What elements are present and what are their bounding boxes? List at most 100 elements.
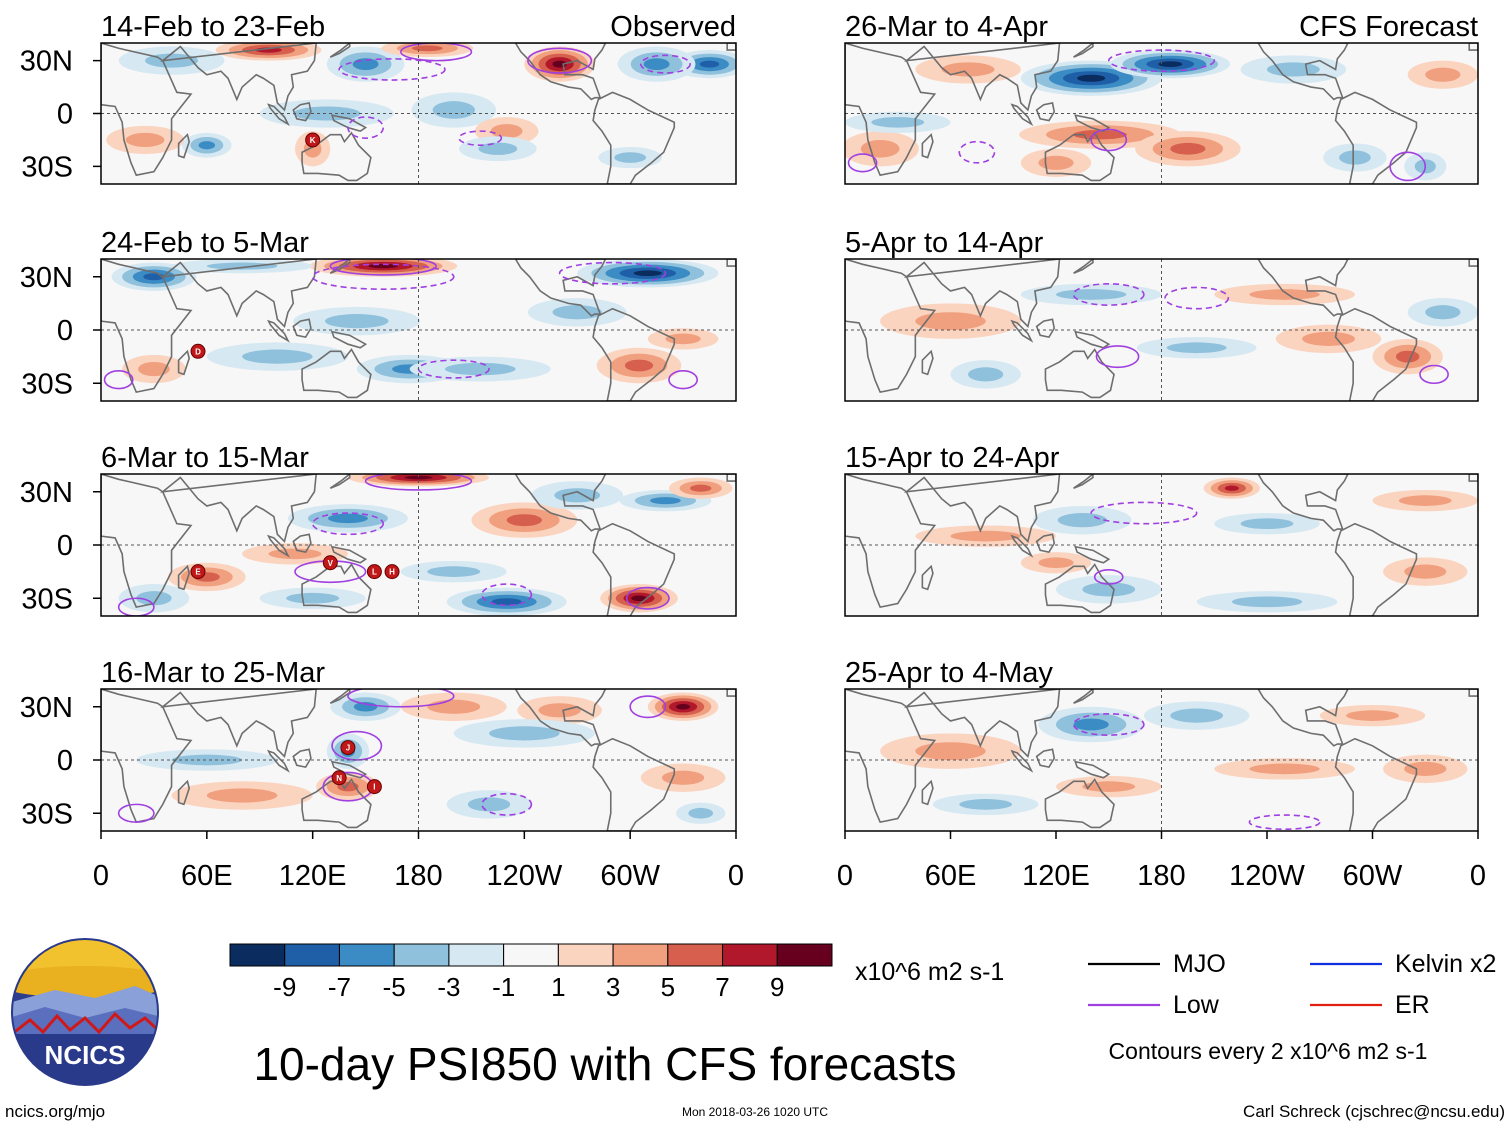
anomaly-shading [206, 788, 278, 803]
anomaly-shading [427, 566, 481, 577]
coastline [1073, 689, 1094, 704]
coastline [101, 689, 193, 824]
colorbar-label: -9 [273, 972, 296, 1002]
coastline [266, 534, 290, 558]
anomaly-shading [327, 513, 368, 524]
coastline [514, 259, 607, 317]
cyclone-marker: N [331, 770, 347, 786]
cyclone-marker: L [366, 564, 382, 580]
figure-title: 10-day PSI850 with CFS forecasts [253, 1038, 956, 1090]
colorbar-swatch [557, 943, 614, 967]
low-contour [1093, 569, 1124, 585]
coastline [1074, 545, 1111, 564]
coastline [1044, 563, 1115, 614]
coastline [1044, 348, 1115, 399]
coastline [1334, 737, 1418, 831]
anomaly-shading [915, 742, 986, 760]
coastline [292, 533, 312, 553]
coastline [903, 43, 1061, 112]
low-contour [329, 259, 437, 276]
ncics-logo: NCICS [11, 938, 159, 1086]
colorbar-label: 9 [770, 972, 784, 1002]
map-panel-7: 15-Apr to 24-Apr [844, 442, 1479, 617]
low-contour [481, 583, 533, 607]
lon-tick-label: 0 [1470, 860, 1486, 892]
anomaly-shading [136, 591, 172, 606]
panel-frame [844, 258, 1479, 402]
anomaly-shading [633, 270, 662, 277]
anomaly-shading [1249, 763, 1320, 775]
legend-label: Low [1173, 991, 1220, 1019]
anomaly-shading [968, 367, 1004, 382]
coastline [160, 474, 317, 544]
coastline [1073, 259, 1094, 274]
coastline [1257, 689, 1349, 747]
coastline [726, 689, 736, 697]
coastline [330, 545, 368, 564]
coastline [1035, 533, 1056, 553]
low-contour [1419, 364, 1449, 385]
logo-text: NCICS [45, 1040, 126, 1070]
low-contour [629, 695, 667, 719]
lon-tick-label: 120E [279, 860, 347, 892]
coastline [1074, 330, 1111, 349]
map-panel-2: D 24-Feb to 5-Mar 30N 0 30S [20, 227, 737, 402]
coastline [330, 114, 368, 132]
coastline [921, 349, 934, 376]
coastline [1035, 318, 1056, 338]
coastline [1334, 91, 1418, 184]
lat-tick-label: 30N [20, 477, 73, 509]
coastline [1010, 319, 1034, 343]
panel-period-title: 24-Feb to 5-Mar [101, 227, 309, 259]
lat-tick-label: 30S [21, 798, 73, 830]
anomaly-shading [959, 799, 1013, 810]
anomaly-shading [489, 726, 560, 741]
cyclone-label: J [346, 744, 350, 753]
anomaly-shading [643, 58, 670, 71]
anomaly-shading [490, 124, 523, 139]
cyclone-marker: V [322, 555, 338, 571]
lat-tick-label: 30S [21, 583, 73, 615]
anomaly-shading [268, 548, 322, 560]
cyclone-label: I [373, 783, 375, 792]
colorbar-swatch [776, 943, 833, 967]
anomaly-shading [631, 595, 647, 602]
colorbar-label: -7 [328, 972, 351, 1002]
anomaly-shading [1425, 67, 1461, 82]
low-contour [311, 512, 385, 536]
anomaly-shading [1249, 289, 1320, 300]
coastline [514, 43, 607, 101]
cyclone-label: D [195, 347, 201, 356]
coastline [266, 103, 290, 127]
coastline [101, 259, 193, 394]
lat-tick-label: 0 [57, 745, 73, 777]
low-contour [1090, 128, 1128, 152]
anomaly-shading [1346, 710, 1399, 721]
anomaly-shading [1404, 564, 1447, 579]
footer-timestamp: Mon 2018-03-26 1020 UTC [682, 1105, 828, 1119]
map-panel-5: 26-Mar to 4-Apr [844, 11, 1479, 185]
coastline [903, 259, 1061, 329]
coastline [1074, 114, 1111, 132]
anomaly-shading [915, 312, 986, 330]
low-contour [347, 689, 455, 708]
anomaly-shading [286, 592, 340, 604]
map-panel-8: 25-Apr to 4-May [844, 657, 1479, 832]
footer-url[interactable]: ncics.org/mjo [5, 1102, 105, 1121]
map-panel-4: J N I 16-Mar to 25-Mar 30N 0 30S [20, 657, 737, 832]
low-contour [625, 586, 670, 610]
low-contour [364, 474, 473, 491]
observed-label: Observed [610, 11, 736, 43]
coastline [1044, 778, 1115, 829]
anomaly-shading [860, 139, 900, 158]
lon-tick-label: 60W [600, 860, 660, 892]
lat-tick-label: 30N [20, 46, 73, 78]
anomaly-shading [427, 699, 481, 714]
anomaly-shading [614, 152, 647, 163]
coastline [1010, 749, 1034, 773]
anomaly-shading [404, 475, 433, 480]
panel-period-title: 5-Apr to 14-Apr [845, 227, 1044, 259]
lon-tick-label: 120W [486, 860, 562, 892]
colorbar-units: x10^6 m2 s-1 [855, 958, 1004, 986]
coastline [329, 689, 351, 704]
